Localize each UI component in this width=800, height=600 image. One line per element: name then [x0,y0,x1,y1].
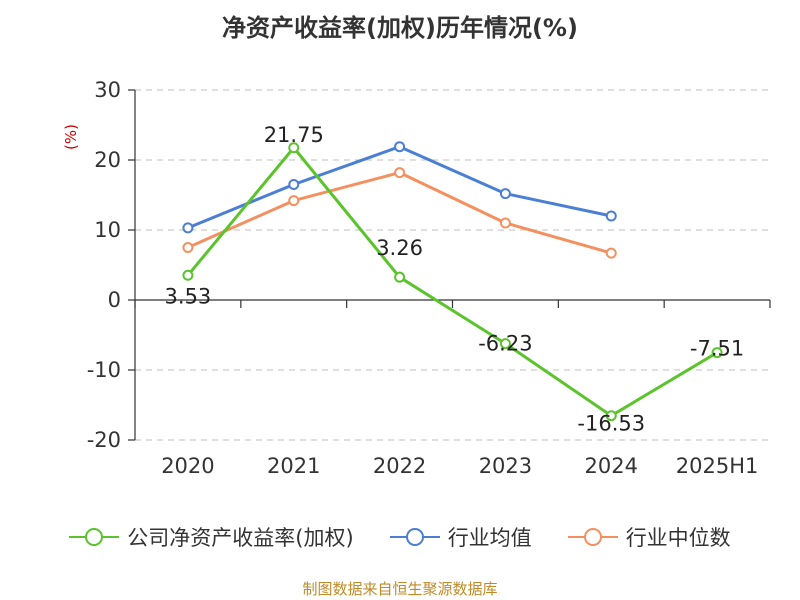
series-line [186,146,718,418]
data-point [288,142,300,154]
legend-label-company: 公司净资产收益率(加权) [127,526,354,550]
y-tick-label: 10 [94,218,121,242]
legend-circle [583,528,602,546]
legend-line-marker-icon [567,528,618,546]
legend-item-company[interactable]: 公司净资产收益率(加权) [69,522,354,552]
data-point [182,269,194,281]
data-label: 3.26 [376,236,423,260]
legend-label-industry-median: 行业中位数 [625,526,731,550]
data-point [394,271,406,283]
data-point [605,247,617,259]
data-point [288,195,300,207]
data-point [394,141,406,153]
x-tick-label: 2024 [585,454,638,478]
legend-circle [405,528,424,546]
y-tick-label: -10 [87,358,121,382]
data-point [499,188,511,200]
data-label: -7.51 [690,337,744,361]
data-point [182,222,194,234]
legend-label-industry-mean: 行业均值 [447,526,532,550]
data-point [499,217,511,229]
data-label: -16.53 [577,412,645,436]
data-point [288,179,300,190]
x-tick-label: 2025H1 [676,454,759,478]
data-point [182,242,194,253]
y-tick-label: 0 [108,288,121,312]
data-label: 3.53 [165,284,212,308]
data-point [394,167,406,179]
legend: 公司净资产收益率(加权) 行业均值 行业中位数 [0,522,800,552]
data-point [711,347,723,359]
series-line [187,145,612,230]
legend-circle [85,528,104,546]
y-tick-label: 30 [94,78,121,102]
legend-line-marker-icon [69,528,120,546]
legend-line-marker-icon [389,528,440,546]
data-point [605,210,617,222]
data-label: 21.75 [264,123,324,147]
data-label: -6.23 [478,332,532,356]
y-tick-label: 20 [94,148,121,172]
x-tick-label: 2020 [161,454,214,478]
x-tick-label: 2022 [373,454,426,478]
data-point [499,338,511,350]
chart-title: 净资产收益率(加权)历年情况(%) [222,14,578,42]
data-point [605,410,617,422]
legend-item-industry-median[interactable]: 行业中位数 [567,522,731,552]
y-tick-label: -20 [87,428,121,452]
x-tick-label: 2023 [479,454,532,478]
x-tick-label: 2021 [267,454,320,478]
data-source-note: 制图数据来自恒生聚源数据库 [302,580,498,598]
legend-item-industry-mean[interactable]: 行业均值 [389,522,532,552]
